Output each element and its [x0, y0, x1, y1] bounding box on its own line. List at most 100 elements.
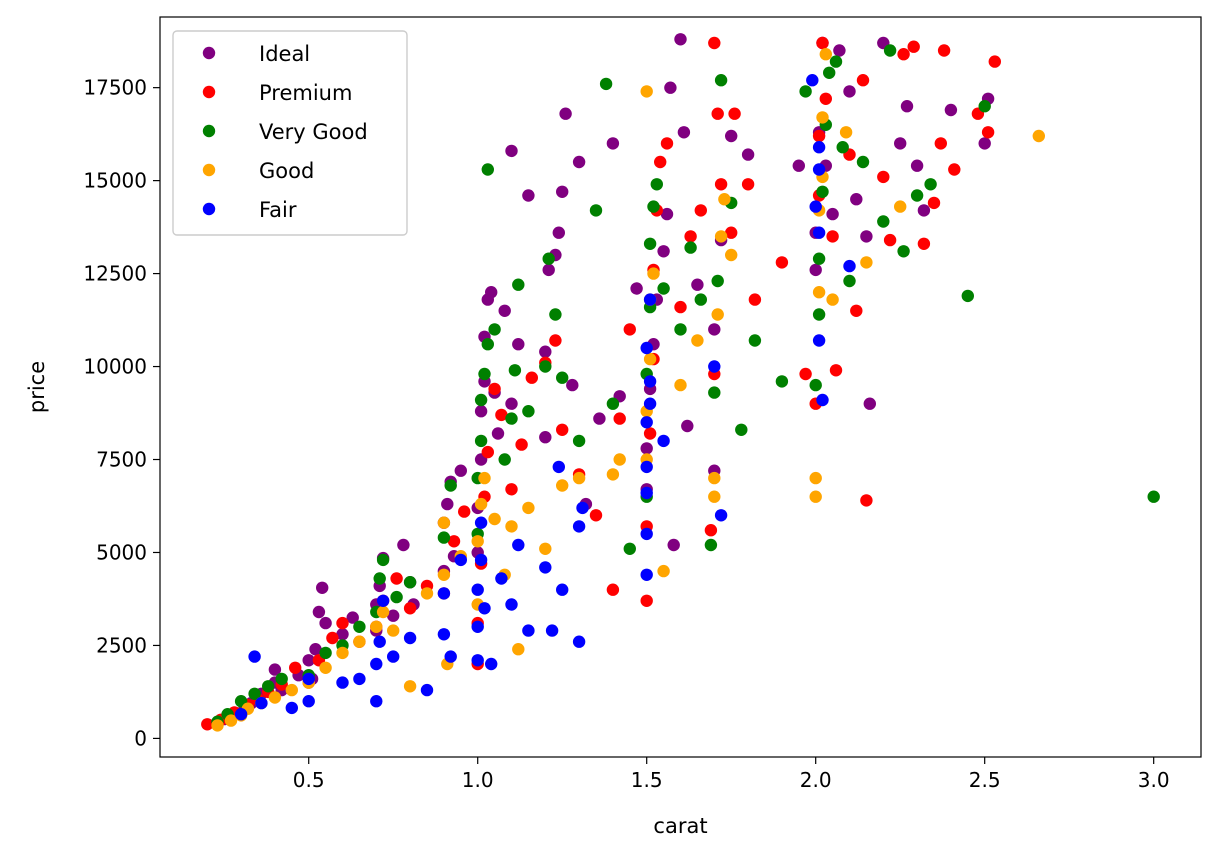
data-point — [606, 397, 620, 410]
data-point — [900, 100, 914, 113]
data-point — [319, 646, 332, 660]
data-point — [454, 553, 467, 567]
x-axis: 0.5 1.0 1.5 2.0 2.5 3.0 — [293, 757, 1170, 792]
data-point — [319, 616, 332, 630]
data-point — [441, 497, 454, 511]
data-point — [572, 471, 586, 485]
data-point — [302, 654, 315, 667]
y-axis-label: price — [25, 361, 49, 413]
data-point — [640, 568, 653, 581]
data-point — [397, 538, 410, 552]
data-point — [474, 497, 488, 511]
x-tick-label: 1.5 — [631, 768, 663, 792]
data-point — [640, 460, 653, 474]
data-point — [268, 663, 282, 676]
data-point — [988, 55, 1001, 68]
data-point — [474, 516, 488, 529]
data-point — [566, 378, 579, 392]
data-point — [471, 620, 484, 633]
data-point — [613, 453, 626, 466]
y-tick-label: 17500 — [83, 76, 147, 100]
data-point — [512, 643, 525, 656]
data-point — [708, 490, 721, 503]
data-point — [809, 490, 822, 503]
data-point — [302, 695, 315, 708]
data-point — [640, 85, 653, 98]
data-point — [485, 286, 498, 299]
legend-label: Premium — [259, 81, 352, 105]
data-point — [370, 695, 383, 708]
data-point — [474, 393, 488, 407]
data-point — [606, 583, 620, 596]
data-point — [488, 323, 501, 336]
data-point — [481, 445, 494, 459]
data-point — [775, 375, 789, 388]
data-point — [735, 423, 748, 436]
data-point — [353, 635, 366, 648]
y-tick-label: 2500 — [96, 633, 147, 657]
data-point — [643, 375, 657, 388]
data-point — [718, 193, 731, 206]
data-point — [836, 141, 849, 154]
data-point — [657, 282, 670, 295]
data-point — [458, 505, 471, 518]
data-point — [640, 416, 653, 429]
data-point — [498, 304, 511, 317]
data-point — [643, 237, 657, 250]
data-point — [373, 635, 386, 648]
data-point — [708, 323, 721, 336]
data-point — [674, 378, 687, 392]
data-point — [809, 263, 822, 277]
data-point — [353, 620, 366, 633]
data-point — [748, 334, 762, 347]
data-point — [657, 564, 670, 578]
data-point — [255, 696, 268, 710]
data-point — [505, 598, 518, 611]
data-point — [927, 196, 941, 210]
data-point — [390, 572, 403, 585]
y-tick-label: 0 — [134, 726, 147, 750]
data-point — [572, 520, 586, 533]
data-point — [420, 587, 434, 600]
data-point — [589, 204, 603, 217]
data-point — [863, 397, 876, 410]
data-point — [545, 624, 559, 637]
data-point — [289, 661, 302, 674]
data-point — [474, 405, 488, 418]
data-point — [552, 226, 565, 239]
data-point — [285, 683, 298, 697]
data-point — [812, 226, 826, 239]
data-point — [910, 189, 924, 202]
legend-marker — [202, 85, 216, 99]
data-point — [630, 282, 643, 295]
data-point — [812, 129, 826, 143]
data-point — [812, 163, 826, 176]
data-point — [650, 178, 663, 191]
data-point — [860, 494, 873, 507]
data-point — [910, 159, 924, 172]
data-point — [262, 680, 275, 693]
data-point — [883, 233, 897, 247]
data-point — [326, 631, 339, 645]
data-point — [691, 334, 704, 347]
data-point — [640, 442, 653, 455]
data-point — [711, 308, 724, 321]
data-point — [376, 553, 390, 567]
data-point — [319, 661, 332, 674]
data-point — [403, 631, 417, 645]
y-tick-label: 5000 — [96, 540, 147, 564]
data-point — [819, 48, 832, 61]
data-point — [474, 434, 488, 448]
data-point — [549, 308, 562, 321]
data-point — [248, 650, 261, 663]
data-point — [806, 74, 819, 87]
data-point — [481, 163, 494, 176]
data-point — [370, 620, 383, 633]
data-point — [812, 334, 826, 347]
data-point — [660, 137, 674, 150]
data-point — [599, 77, 613, 91]
x-axis-label: carat — [653, 814, 707, 838]
legend-label: Good — [259, 159, 314, 183]
data-point — [606, 137, 620, 150]
data-point — [478, 602, 491, 615]
